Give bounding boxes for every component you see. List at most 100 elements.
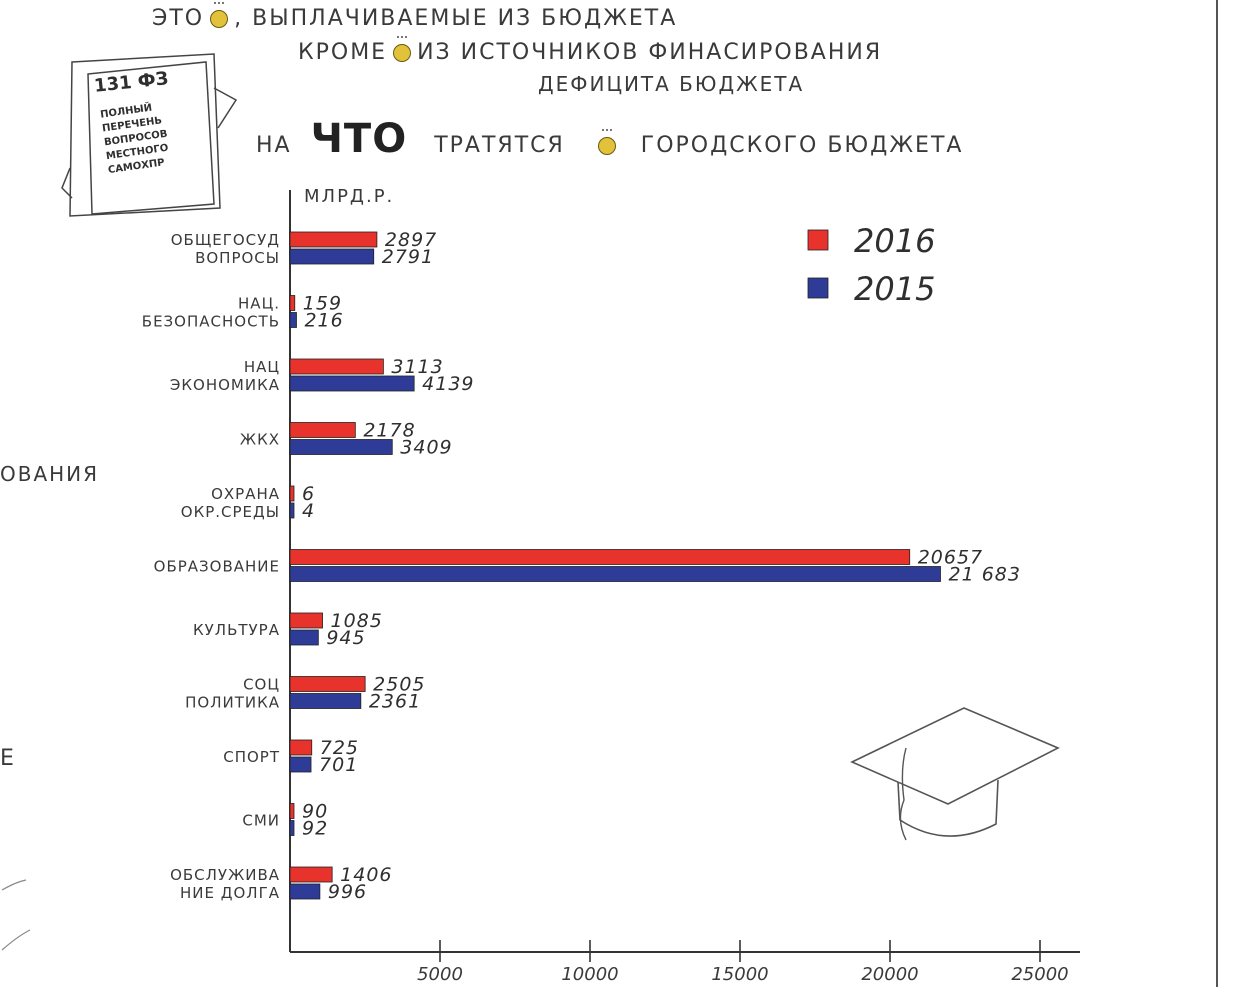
bar-value-label: 2178 — [363, 420, 415, 442]
bar-2015 — [289, 566, 941, 582]
page-edge-line — [1216, 0, 1218, 987]
bar-value-label: 92 — [302, 818, 328, 840]
sketch-stroke — [1, 879, 27, 891]
sketch-stroke — [1, 929, 31, 951]
bar-value-label: 3113 — [391, 356, 443, 378]
category-label: СМИ — [242, 812, 280, 830]
bar-2016 — [289, 803, 295, 819]
bar-value-label: 1406 — [340, 864, 392, 886]
title-part-1: НА — [256, 133, 292, 158]
bar-2016 — [289, 295, 296, 311]
category-label: ПОЛИТИКА — [185, 694, 280, 712]
legend-swatch-2016 — [807, 229, 829, 251]
graduation-cap-icon — [850, 707, 1060, 841]
category-label: ОХРАНА — [211, 485, 280, 503]
bar-value-label: 20657 — [918, 547, 983, 569]
category-label: ОБРАЗОВАНИЕ — [154, 558, 280, 576]
coin-bulb-icon — [393, 36, 412, 62]
bar-2015 — [289, 375, 415, 392]
x-tick-label: 5000 — [417, 964, 463, 985]
title-part-2: ЧТО — [310, 116, 408, 162]
unit-label: МЛРД.Р. — [304, 186, 395, 207]
legend-label: 2015 — [854, 270, 935, 308]
bar-value-label: 1085 — [331, 610, 383, 632]
category-label: СПОРТ — [223, 748, 280, 766]
header-line-2: КРОМЕ ИЗ ИСТОЧНИКОВ ФИНАСИРОВАНИЯ — [298, 36, 883, 65]
category-label: ОБСЛУЖИВА — [170, 866, 280, 884]
bar-value-label: 4 — [302, 500, 315, 522]
side-fragment-bottom: Е — [0, 746, 16, 771]
bar-2015 — [289, 439, 393, 455]
bar-value-label: 216 — [304, 310, 343, 332]
bar-value-label: 6 — [302, 483, 315, 505]
category-label: БЕЗОПАСНОСТЬ — [142, 313, 280, 331]
legend-swatch-2015 — [807, 277, 829, 299]
note-card-fold-left — [61, 167, 73, 199]
bar-value-label: 701 — [319, 754, 358, 776]
category-label: ВОПРОСЫ — [195, 249, 280, 267]
bar-value-label: 725 — [320, 737, 359, 759]
header-line-1: ЭТО , ВЫПЛАЧИВАЕМЫЕ ИЗ БЮДЖЕТА — [152, 2, 678, 31]
bar-value-label: 2505 — [373, 674, 425, 696]
header-line-1-start: ЭТО — [152, 6, 205, 31]
cap-base — [897, 779, 999, 837]
x-tick-label: 10000 — [561, 964, 618, 985]
bar-2016 — [289, 358, 384, 375]
bar-value-label: 21 683 — [948, 564, 1020, 586]
cap-top — [850, 707, 1060, 805]
bar-2016 — [289, 549, 911, 565]
bar-2015 — [289, 693, 362, 709]
bar-value-label: 90 — [302, 801, 328, 823]
cap-tassel — [899, 747, 907, 841]
title-part-3: ТРАТЯТСЯ — [434, 133, 565, 158]
x-tick-label: 15000 — [711, 964, 768, 985]
category-label: НАЦ. — [238, 295, 280, 313]
chart-title: НА ЧТО ТРАТЯТСЯ ГОРОДСКОГО БЮДЖЕТА — [256, 116, 963, 162]
bar-2015 — [289, 820, 295, 836]
header-line-2-start: КРОМЕ — [298, 40, 388, 65]
bar-value-label: 3409 — [400, 437, 452, 459]
note-card-fold — [213, 87, 238, 129]
bar-2015 — [289, 883, 321, 900]
bar-value-label: 2361 — [369, 691, 421, 713]
bar-2016 — [289, 612, 323, 629]
header-line-1-end: , ВЫПЛАЧИВАЕМЫЕ ИЗ БЮДЖЕТА — [234, 6, 678, 31]
x-tick-label: 20000 — [861, 964, 918, 985]
bar-2016 — [289, 676, 366, 692]
bar-2015 — [289, 629, 319, 646]
category-label: НАЦ — [244, 358, 280, 376]
bar-value-label: 996 — [328, 881, 367, 903]
category-label: ЖКХ — [240, 431, 280, 449]
bar-2016 — [289, 866, 333, 883]
bar-value-label: 159 — [303, 293, 342, 315]
bar-value-label: 945 — [326, 627, 365, 649]
bar-2016 — [289, 739, 313, 756]
coin-bulb-icon — [597, 129, 616, 155]
bar-value-label: 4139 — [422, 373, 474, 395]
bar-2015 — [289, 312, 297, 328]
category-label: НИЕ ДОЛГА — [180, 884, 280, 902]
header-line-3: ДЕФИЦИТА БЮДЖЕТА — [538, 72, 805, 96]
side-sketch-strokes — [1, 879, 31, 951]
category-label: СОЦ — [243, 676, 280, 694]
x-tick-label: 25000 — [1011, 964, 1068, 985]
note-card-front — [87, 61, 215, 215]
law-note-card — [61, 53, 238, 217]
bar-2015 — [289, 502, 295, 519]
category-label: ЭКОНОМИКА — [170, 376, 280, 394]
category-label: ОБЩЕГОСУД — [171, 231, 280, 249]
category-label: КУЛЬТУРА — [193, 621, 280, 639]
title-part-4: ГОРОДСКОГО БЮДЖЕТА — [640, 133, 964, 158]
category-label: ОКР.СРЕДЫ — [181, 503, 280, 521]
header-line-2-end: ИЗ ИСТОЧНИКОВ ФИНАСИРОВАНИЯ — [417, 40, 883, 65]
bar-2015 — [289, 248, 375, 265]
coin-bulb-icon — [210, 2, 229, 28]
bar-value-label: 2897 — [385, 229, 437, 251]
side-fragment-top: ОВАНИЯ — [0, 462, 100, 486]
bar-2016 — [289, 231, 378, 248]
bar-2016 — [289, 422, 356, 438]
legend-label: 2016 — [854, 222, 935, 260]
bar-2016 — [289, 485, 295, 502]
bar-value-label: 2791 — [382, 246, 434, 268]
